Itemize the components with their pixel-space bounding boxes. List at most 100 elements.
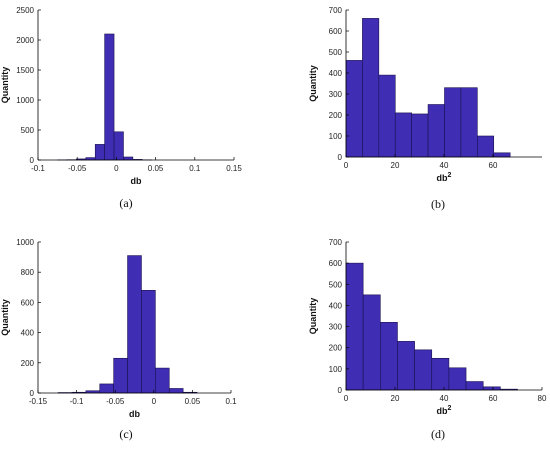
y-tick-label: 1500 — [16, 66, 34, 75]
histogram-bar — [168, 388, 184, 394]
y-tick-label: 600 — [329, 259, 343, 268]
histogram-bar — [465, 381, 484, 391]
x-tick-label: 0.15 — [226, 164, 242, 173]
y-tick-label: 0 — [338, 386, 343, 395]
histogram-bar — [460, 87, 478, 158]
y-tick-label: 700 — [329, 238, 343, 247]
x-axis-label-text: db — [437, 406, 448, 416]
x-tick-label: -0.1 — [70, 397, 84, 406]
y-axis-label: Quantity — [0, 299, 10, 336]
histogram-bar — [493, 152, 511, 158]
panel-caption: (d) — [431, 427, 445, 441]
x-tick-label: 0 — [344, 394, 349, 403]
x-tick-label: 20 — [391, 161, 400, 170]
x-tick-label: 60 — [489, 394, 498, 403]
y-tick-label: 200 — [21, 359, 35, 368]
x-axis-label-text: db — [131, 176, 142, 186]
histogram-bar — [379, 322, 398, 391]
histogram-panel-4: 0 20 40 60 80 0 100 200 300 400 500 600 700 db2 Quanti… — [308, 238, 547, 441]
y-tick-label: 400 — [329, 301, 343, 310]
y-tick-label: 500 — [329, 280, 343, 289]
histogram-bar — [448, 367, 467, 391]
y-tick-label: 100 — [329, 132, 343, 141]
x-axis-label: db2 — [437, 172, 452, 183]
x-tick-label: -0.05 — [68, 164, 87, 173]
y-tick-label: 100 — [329, 365, 343, 374]
histogram-panel-2: 0 20 40 600100200300400500600700db2Quantity… — [308, 6, 542, 211]
y-tick-label: 600 — [329, 27, 343, 36]
histogram-bar — [155, 367, 170, 394]
x-axis-label: db — [129, 409, 140, 419]
x-tick-label: 20 — [391, 394, 400, 403]
y-tick-label: 300 — [329, 323, 343, 332]
histogram-panel-1: -0.1 -0.05 0 0.05 0.1 0.15 0 500 1000 1500 2000 250… — [0, 6, 242, 210]
x-tick-label: 40 — [440, 394, 449, 403]
y-tick-label: 500 — [329, 48, 343, 57]
histogram-bar — [431, 357, 450, 391]
histogram-bar — [123, 156, 134, 161]
histogram-bar — [414, 349, 433, 391]
histogram-bar — [444, 87, 462, 158]
histogram-panel-3: -0.15 -0.1 -0.05 0 0.05 0.1 0 200 400 600 800 1000 d… — [0, 238, 237, 441]
x-tick-label: 0 — [152, 397, 157, 406]
x-tick-label: -0.15 — [29, 397, 48, 406]
y-axis-label: Quantity — [0, 67, 10, 104]
histogram-bar — [127, 255, 142, 394]
y-tick-label: 0 — [338, 153, 343, 162]
histogram-bar — [427, 104, 445, 158]
y-tick-label: 1000 — [16, 96, 34, 105]
x-tick-label: 0 — [114, 164, 119, 173]
y-tick-label: 0 — [30, 389, 35, 398]
y-tick-label: 2000 — [16, 36, 34, 45]
x-tick-label: 60 — [489, 161, 498, 170]
histogram-bar — [362, 294, 381, 391]
y-tick-label: 600 — [21, 298, 35, 307]
histogram-bar — [99, 383, 114, 394]
histogram-bar — [113, 131, 124, 161]
x-tick-label: 0.1 — [225, 397, 237, 406]
x-tick-label: 80 — [538, 394, 547, 403]
x-tick-label: -0.1 — [31, 164, 45, 173]
y-tick-label: 700 — [329, 6, 343, 15]
x-axis-label-text: db — [437, 173, 448, 183]
y-tick-label: 1000 — [16, 238, 34, 247]
x-tick-label: 0.05 — [148, 164, 164, 173]
panel-caption: (c) — [119, 427, 132, 441]
y-tick-label: 300 — [329, 90, 343, 99]
y-tick-label: 800 — [21, 268, 35, 277]
x-axis-label-superscript: 2 — [448, 405, 452, 412]
histogram-bar — [94, 144, 105, 161]
y-tick-label: 400 — [21, 329, 35, 338]
y-axis-label: Quantity — [308, 65, 318, 102]
x-axis-label: db — [131, 176, 142, 186]
histogram-bar — [411, 113, 429, 158]
y-tick-label: 400 — [329, 69, 343, 78]
y-tick-label: 200 — [329, 344, 343, 353]
y-tick-label: 0 — [30, 156, 35, 165]
histogram-bar — [362, 18, 380, 158]
x-axis-label-text: db — [129, 409, 140, 419]
x-tick-label: 40 — [440, 161, 449, 170]
histogram-bar — [394, 112, 412, 158]
panel-caption: (b) — [431, 197, 445, 211]
x-tick-label: 0 — [344, 161, 349, 170]
histogram-bar — [104, 33, 115, 161]
histogram-bar — [141, 290, 156, 394]
x-tick-label: 0.1 — [189, 164, 201, 173]
x-tick-label: 0.05 — [185, 397, 201, 406]
histogram-bar — [477, 135, 495, 158]
x-axis-label: db2 — [437, 405, 452, 416]
histogram-bar — [397, 341, 415, 391]
histogram-bar — [378, 74, 396, 158]
y-axis-label: Quantity — [308, 298, 318, 335]
x-axis-label-superscript: 2 — [448, 172, 452, 179]
x-tick-label: -0.05 — [106, 397, 125, 406]
y-tick-label: 2500 — [16, 6, 34, 15]
panel-caption: (a) — [119, 196, 132, 210]
histogram-bar — [345, 60, 363, 158]
histogram-bar — [482, 386, 501, 391]
y-tick-label: 200 — [329, 111, 343, 120]
histogram-bar — [113, 357, 128, 394]
y-tick-label: 500 — [21, 126, 35, 135]
